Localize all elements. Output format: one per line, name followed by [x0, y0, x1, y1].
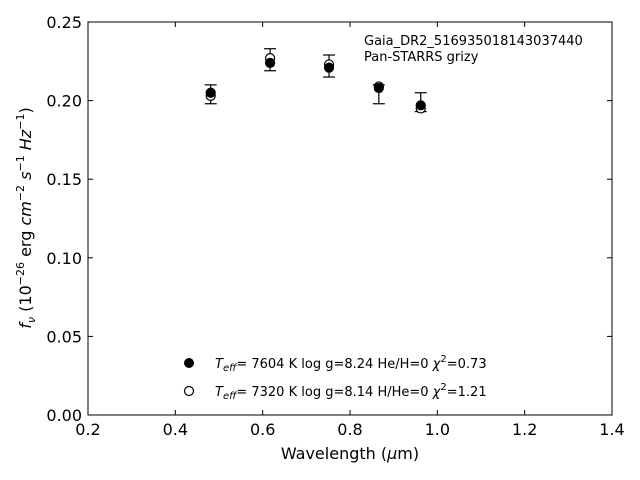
y-tick-label: 0.25: [46, 13, 82, 32]
x-tick-label: 1.2: [512, 420, 537, 439]
legend: Teff= 7604 K log g=8.24 He/H=0 χ2=0.73 T…: [183, 354, 487, 402]
legend-entry-2: Teff= 7320 K log g=8.14 H/He=0 χ2=1.21: [215, 382, 487, 402]
point-model-1: [373, 82, 384, 94]
x-tick-label: 1.0: [425, 420, 450, 439]
x-tick-label: 0.2: [75, 420, 100, 439]
legend-marker-filled: [184, 358, 194, 368]
x-tick-label: 0.4: [163, 420, 188, 439]
y-tick-label: 0.10: [46, 249, 82, 268]
point-model-1: [264, 57, 276, 68]
y-tick-label: 0.05: [46, 327, 82, 346]
y-tick-label: 0.15: [46, 170, 82, 189]
legend-marker-open: [183, 385, 195, 397]
data-points: [205, 53, 426, 114]
legend-entry-1: Teff= 7604 K log g=8.24 He/H=0 χ2=0.73: [215, 354, 487, 374]
point-model-1: [323, 62, 335, 73]
x-axis-label: Wavelength (μm): [281, 444, 419, 463]
axis-ticks: 0.2 0.4 0.6 0.8 1.0 1.2 1.4 0.00 0.05 0.10 0.15 0.2…: [46, 13, 624, 439]
survey-annotation: Pan-STARRS grizy: [364, 50, 479, 65]
x-tick-label: 1.4: [599, 420, 624, 439]
y-tick-label: 0.20: [46, 92, 82, 111]
target-name-annotation: Gaia_DR2_516935018143037440: [364, 34, 583, 49]
point-model-1: [205, 87, 216, 98]
y-axis-label: fν (10−26 erg cm−2 s−1 Hz−1): [14, 107, 38, 328]
y-tick-label: 0.00: [46, 406, 82, 425]
point-model-1: [415, 100, 426, 111]
x-tick-label: 0.6: [250, 420, 275, 439]
x-tick-label: 0.8: [337, 420, 362, 439]
